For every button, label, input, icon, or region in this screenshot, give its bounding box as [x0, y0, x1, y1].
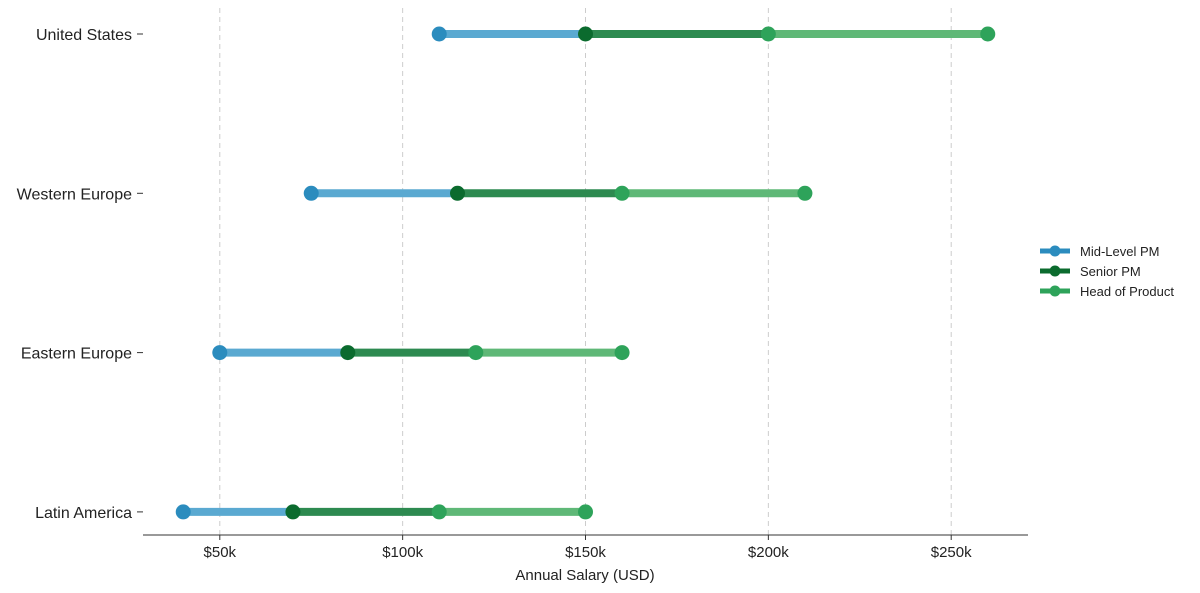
legend-label: Mid-Level PM: [1080, 244, 1159, 259]
legend-swatch-marker: [1049, 285, 1061, 297]
legend-swatch-marker: [1049, 265, 1061, 277]
data-point: [175, 504, 191, 520]
data-point: [614, 345, 630, 361]
legend: Mid-Level PM Senior PM Head of Product: [1040, 244, 1174, 299]
data-point: [285, 504, 301, 520]
data-point: [212, 345, 228, 361]
data-point: [578, 26, 593, 42]
x-axis-title: Annual Salary (USD): [515, 567, 654, 584]
data-point: [797, 185, 813, 201]
data-point: [431, 26, 447, 42]
x-tick-label: $250k: [931, 544, 972, 561]
grid-lines: [219, 8, 952, 535]
legend-label: Head of Product: [1080, 284, 1174, 299]
y-category-label: Latin America: [35, 505, 132, 522]
legend-label: Senior PM: [1080, 264, 1141, 279]
data-point: [450, 185, 466, 201]
data-point: [431, 504, 447, 520]
data-point: [614, 185, 630, 201]
data-point: [303, 185, 319, 201]
y-axis: United States Western Europe Eastern Europ…: [17, 27, 143, 522]
x-tick-label: $150k: [565, 544, 606, 561]
plot-area: [175, 26, 996, 520]
y-category-label: United States: [36, 27, 132, 44]
y-category-label: Western Europe: [17, 186, 132, 203]
data-point: [340, 345, 356, 361]
legend-swatch-marker: [1049, 245, 1061, 257]
data-point: [760, 26, 776, 42]
x-tick-label: $100k: [382, 544, 423, 561]
data-point: [578, 504, 593, 520]
y-category-label: Eastern Europe: [21, 346, 132, 363]
data-point: [980, 26, 996, 42]
x-tick-label: $50k: [204, 544, 237, 561]
x-tick-label: $200k: [748, 544, 789, 561]
data-point: [468, 345, 484, 361]
x-axis: $50k $100k $150k $200k $250k: [143, 534, 1028, 561]
